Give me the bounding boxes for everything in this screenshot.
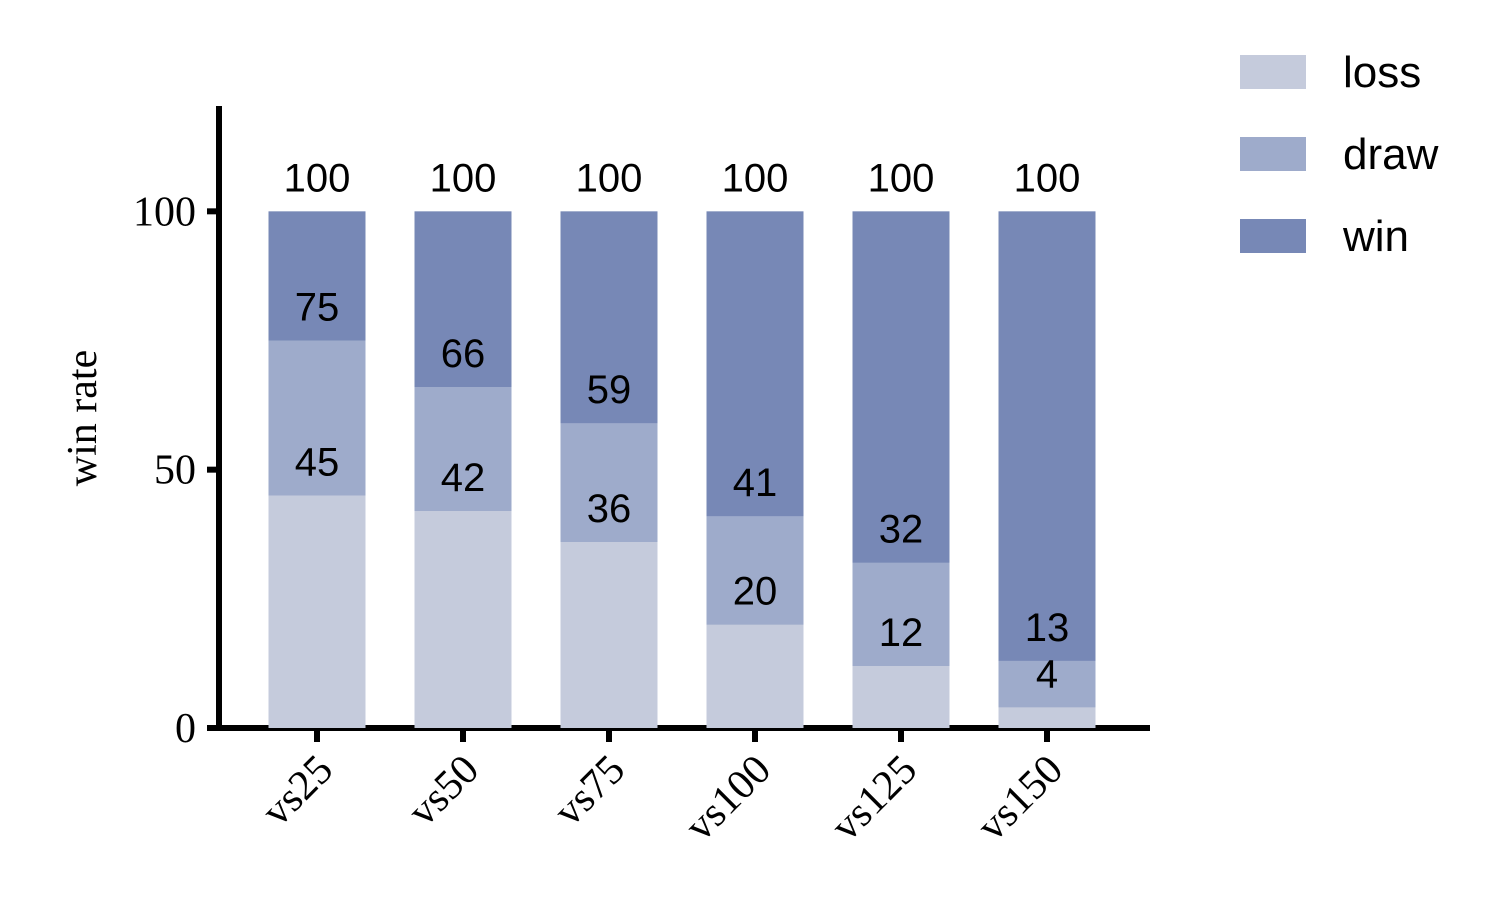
value-label: 100 (868, 156, 935, 200)
value-label: 75 (295, 286, 340, 330)
legend-swatch (1240, 55, 1306, 89)
value-label: 4 (1036, 652, 1058, 696)
x-tick-label: vs150 (969, 747, 1072, 850)
legend-swatch (1240, 137, 1306, 171)
bar (998, 707, 1096, 728)
value-label: 100 (576, 156, 643, 200)
value-label: 45 (295, 441, 340, 485)
y-tick-label: 0 (175, 706, 196, 752)
value-label: 100 (722, 156, 789, 200)
x-tick-label: vs25 (253, 747, 342, 836)
bar (414, 511, 512, 728)
x-tick-label: vs50 (399, 747, 488, 836)
value-label: 42 (441, 456, 486, 500)
y-tick-label: 100 (133, 189, 196, 235)
x-tick-label: vs75 (545, 747, 634, 836)
bar (852, 666, 950, 728)
value-label: 32 (879, 508, 924, 552)
legend-label: draw (1343, 130, 1439, 179)
x-tick-label: vs100 (677, 747, 780, 850)
value-label: 12 (879, 611, 924, 655)
x-tick-label: vs125 (823, 747, 926, 850)
bar (560, 542, 658, 728)
bar (268, 495, 366, 728)
value-label: 66 (441, 332, 486, 376)
legend-swatch (1240, 219, 1306, 253)
value-label: 100 (1014, 156, 1081, 200)
value-label: 36 (587, 487, 632, 531)
value-label: 13 (1025, 606, 1070, 650)
legend-label: loss (1343, 48, 1421, 97)
value-label: 100 (430, 156, 497, 200)
value-label: 59 (587, 368, 632, 412)
value-label: 100 (284, 156, 351, 200)
bar (998, 211, 1096, 729)
value-label: 20 (733, 570, 778, 614)
bar (706, 624, 804, 728)
value-label: 41 (733, 461, 778, 505)
y-axis-title: win rate (60, 350, 106, 486)
legend-label: win (1342, 212, 1409, 261)
y-tick-label: 50 (154, 448, 196, 494)
